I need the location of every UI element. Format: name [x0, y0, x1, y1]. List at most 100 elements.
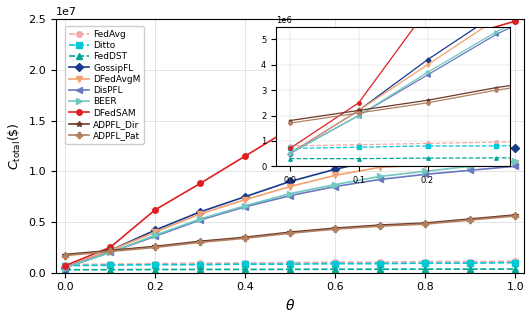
GossipFL [197, 210, 203, 214]
Ditto [152, 263, 159, 267]
BEER [152, 233, 159, 237]
FedDST [512, 267, 518, 271]
Legend: FedAvg, Ditto, FedDST, GossipFL, DFedAvgM, DisPFL, BEER, DFedSAM, ADPFL_Dir, ADP: FedAvg, Ditto, FedDST, GossipFL, DFedAvg… [65, 26, 144, 144]
ADPFL_Dir [62, 252, 68, 256]
BEER [197, 217, 203, 221]
ADPFL_Pat [107, 250, 113, 253]
DFedAvgM [62, 266, 68, 270]
FedDST [377, 267, 384, 271]
BEER [107, 251, 113, 254]
FedDST [242, 268, 248, 271]
ADPFL_Pat [512, 214, 518, 218]
ADPFL_Dir [242, 235, 248, 239]
DFedAvgM [422, 163, 428, 167]
FedAvg [242, 261, 248, 265]
DFedAvgM [152, 230, 159, 234]
DisPFL [107, 251, 113, 254]
FedAvg [287, 261, 293, 265]
DisPFL [152, 234, 159, 238]
FedDST [62, 268, 68, 272]
DFedSAM [512, 19, 518, 23]
Ditto [287, 262, 293, 266]
DFedSAM [287, 127, 293, 131]
FedAvg [62, 263, 68, 267]
DisPFL [332, 185, 338, 188]
ADPFL_Pat [422, 222, 428, 226]
GossipFL [287, 180, 293, 183]
ADPFL_Pat [467, 218, 473, 222]
DFedSAM [62, 264, 68, 268]
FedDST [422, 267, 428, 271]
DFedSAM [467, 32, 473, 36]
FedAvg [512, 259, 518, 263]
FedDST [107, 268, 113, 272]
FedAvg [377, 260, 384, 264]
FedDST [197, 268, 203, 271]
X-axis label: $\theta$: $\theta$ [285, 298, 295, 313]
ADPFL_Dir [197, 239, 203, 243]
DFedAvgM [467, 162, 473, 166]
ADPFL_Dir [107, 249, 113, 252]
GossipFL [332, 167, 338, 171]
Ditto [377, 262, 384, 266]
ADPFL_Dir [152, 244, 159, 248]
ADPFL_Pat [377, 224, 384, 228]
ADPFL_Pat [332, 227, 338, 231]
Ditto [512, 261, 518, 265]
GossipFL [422, 151, 428, 155]
Ditto [197, 263, 203, 267]
Line: ADPFL_Dir: ADPFL_Dir [62, 212, 518, 257]
Ditto [467, 261, 473, 265]
DFedSAM [332, 98, 338, 102]
BEER [512, 159, 518, 163]
DisPFL [62, 266, 68, 270]
ADPFL_Pat [152, 245, 159, 249]
Line: Ditto: Ditto [62, 260, 518, 268]
FedAvg [107, 262, 113, 266]
Line: FedDST: FedDST [62, 266, 518, 273]
BEER [242, 204, 248, 208]
GossipFL [152, 228, 159, 232]
DisPFL [197, 218, 203, 222]
GossipFL [467, 149, 473, 153]
ADPFL_Pat [287, 231, 293, 235]
Line: DFedSAM: DFedSAM [62, 18, 518, 268]
Line: FedAvg: FedAvg [62, 258, 518, 268]
GossipFL [242, 195, 248, 199]
DFedSAM [152, 208, 159, 212]
FedDST [467, 267, 473, 271]
FedAvg [467, 260, 473, 264]
DisPFL [512, 164, 518, 168]
DisPFL [287, 194, 293, 197]
BEER [332, 183, 338, 187]
FedDST [287, 268, 293, 271]
Ditto [107, 263, 113, 267]
DFedAvgM [197, 212, 203, 216]
DFedSAM [242, 154, 248, 158]
DFedAvgM [107, 249, 113, 252]
BEER [377, 174, 384, 178]
FedAvg [422, 260, 428, 264]
Line: BEER: BEER [62, 158, 518, 270]
ADPFL_Dir [467, 217, 473, 221]
DFedSAM [197, 181, 203, 185]
DisPFL [377, 178, 384, 181]
FedAvg [152, 262, 159, 266]
FedDST [152, 268, 159, 271]
DFedSAM [377, 73, 384, 77]
DisPFL [422, 172, 428, 176]
ADPFL_Dir [512, 213, 518, 217]
FedDST [332, 267, 338, 271]
ADPFL_Pat [62, 254, 68, 258]
BEER [62, 266, 68, 270]
Ditto [242, 262, 248, 266]
DFedAvgM [332, 173, 338, 177]
ADPFL_Pat [242, 236, 248, 240]
BEER [467, 164, 473, 168]
GossipFL [512, 146, 518, 150]
ADPFL_Dir [422, 221, 428, 225]
Ditto [62, 264, 68, 268]
Line: ADPFL_Pat: ADPFL_Pat [62, 213, 518, 258]
DisPFL [467, 168, 473, 172]
FedAvg [197, 261, 203, 265]
